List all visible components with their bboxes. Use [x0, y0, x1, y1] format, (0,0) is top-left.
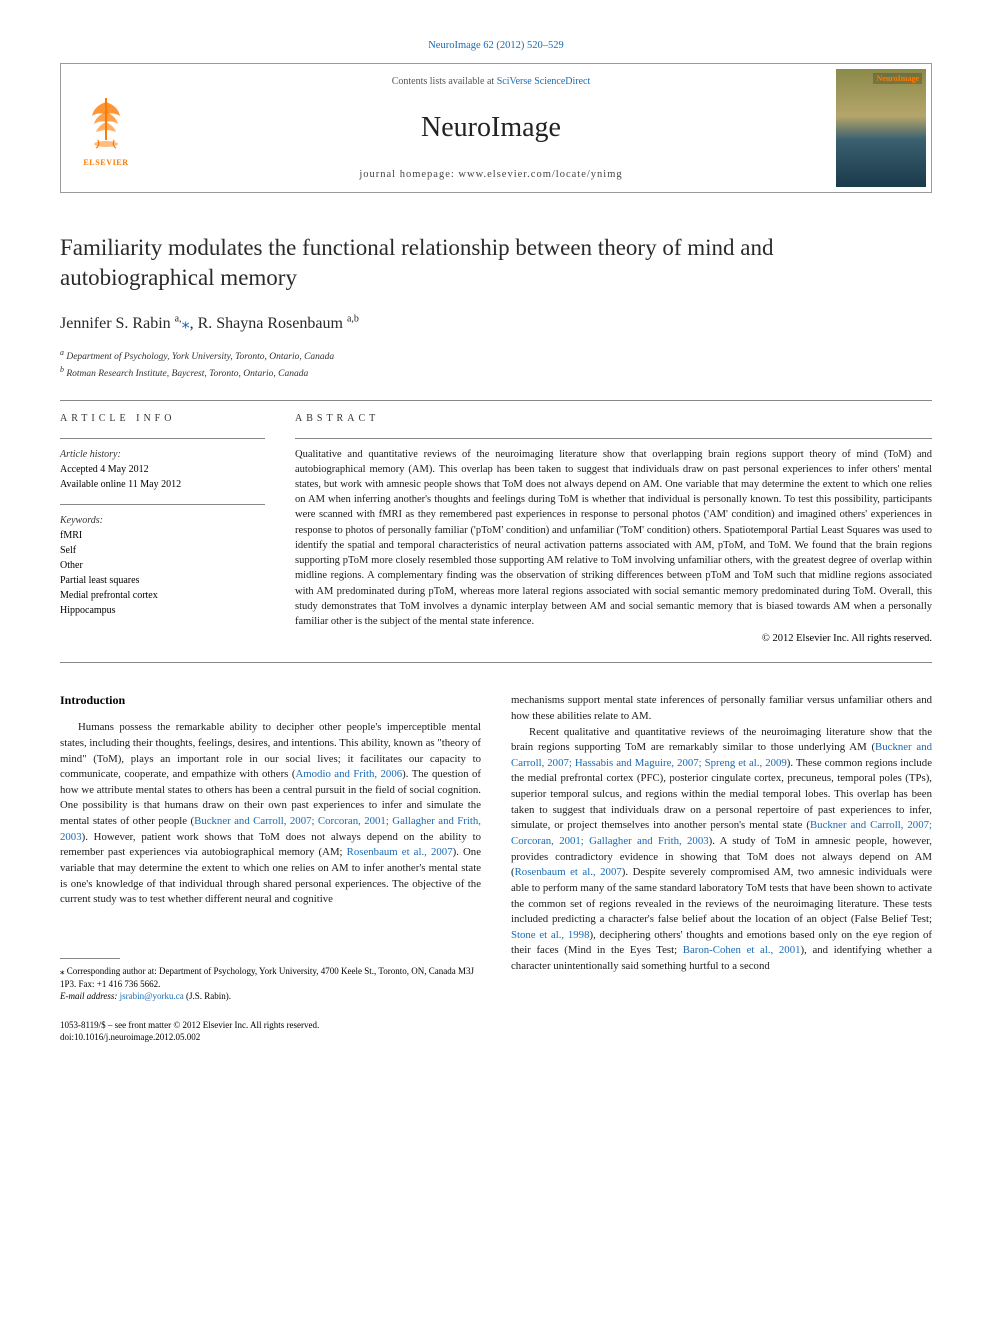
email-line: E-mail address: jsrabin@yorku.ca (J.S. R…	[60, 990, 481, 1003]
sciencedirect-link[interactable]: SciVerse ScienceDirect	[497, 76, 591, 87]
top-citation-link[interactable]: NeuroImage 62 (2012) 520–529	[60, 40, 932, 51]
journal-title: NeuroImage	[151, 112, 831, 144]
keyword: Hippocampus	[60, 603, 265, 618]
abstract-copyright: © 2012 Elsevier Inc. All rights reserved…	[295, 633, 932, 644]
keyword: Partial least squares	[60, 573, 265, 588]
authors: Jennifer S. Rabin a,⁎, R. Shayna Rosenba…	[60, 313, 932, 333]
journal-cover: NeuroImage	[831, 64, 931, 192]
footnote-separator	[60, 958, 120, 959]
article-info-label: ARTICLE INFO	[60, 413, 265, 424]
abstract-label: ABSTRACT	[295, 413, 932, 424]
contents-line: Contents lists available at SciVerse Sci…	[151, 76, 831, 87]
issn-line: 1053-8119/$ – see front matter © 2012 El…	[60, 1019, 481, 1032]
email-name: (J.S. Rabin).	[186, 991, 231, 1001]
homepage-line: journal homepage: www.elsevier.com/locat…	[151, 169, 831, 180]
online-date: Available online 11 May 2012	[60, 477, 265, 492]
intro-col2: mechanisms support mental state inferenc…	[511, 693, 932, 975]
accepted-date: Accepted 4 May 2012	[60, 462, 265, 477]
journal-header-box: ELSEVIER Contents lists available at Sci…	[60, 63, 932, 193]
introduction-heading: Introduction	[60, 693, 481, 708]
keyword: Other	[60, 558, 265, 573]
cover-image: NeuroImage	[836, 69, 926, 187]
article-history: Article history: Accepted 4 May 2012 Ava…	[60, 447, 265, 492]
homepage-url[interactable]: www.elsevier.com/locate/ynimg	[458, 169, 622, 180]
email-address[interactable]: jsrabin@yorku.ca	[120, 991, 184, 1001]
history-label: Article history:	[60, 447, 265, 462]
keyword: Medial prefrontal cortex	[60, 588, 265, 603]
abstract-divider	[295, 438, 932, 439]
info-divider-2	[60, 504, 265, 505]
left-column: Introduction Humans possess the remarkab…	[60, 693, 481, 1044]
info-abstract-row: ARTICLE INFO Article history: Accepted 4…	[60, 413, 932, 645]
contents-prefix: Contents lists available at	[392, 76, 497, 87]
divider-top	[60, 400, 932, 401]
keywords-label: Keywords:	[60, 513, 265, 528]
right-column: mechanisms support mental state inferenc…	[511, 693, 932, 1044]
divider-bottom	[60, 662, 932, 663]
elsevier-tree-icon	[78, 90, 134, 152]
affiliation-b: b Rotman Research Institute, Baycrest, T…	[60, 364, 932, 381]
intro-paragraph-1: Humans possess the remarkable ability to…	[60, 720, 481, 908]
affiliation-a: a Department of Psychology, York Univers…	[60, 347, 932, 364]
affiliations: a Department of Psychology, York Univers…	[60, 347, 932, 382]
body-columns: Introduction Humans possess the remarkab…	[60, 693, 932, 1044]
article-info-column: ARTICLE INFO Article history: Accepted 4…	[60, 413, 265, 645]
page-container: NeuroImage 62 (2012) 520–529 ELSEVIER Co…	[0, 0, 992, 1084]
publisher-logo: ELSEVIER	[61, 64, 151, 192]
cover-label: NeuroImage	[873, 73, 922, 84]
keywords-block: Keywords: fMRI Self Other Partial least …	[60, 513, 265, 618]
info-divider-1	[60, 438, 265, 439]
article-title: Familiarity modulates the functional rel…	[60, 233, 932, 293]
keyword: fMRI	[60, 528, 265, 543]
keyword: Self	[60, 543, 265, 558]
abstract-text: Qualitative and quantitative reviews of …	[295, 447, 932, 630]
abstract-column: ABSTRACT Qualitative and quantitative re…	[295, 413, 932, 645]
corresponding-text: ⁎ Corresponding author at: Department of…	[60, 965, 481, 990]
corresponding-footnote: ⁎ Corresponding author at: Department of…	[60, 965, 481, 1003]
doi-line: doi:10.1016/j.neuroimage.2012.05.002	[60, 1031, 481, 1044]
bottom-info: 1053-8119/$ – see front matter © 2012 El…	[60, 1019, 481, 1044]
publisher-name: ELSEVIER	[83, 158, 128, 167]
email-label: E-mail address:	[60, 991, 117, 1001]
header-center: Contents lists available at SciVerse Sci…	[151, 64, 831, 192]
homepage-prefix: journal homepage:	[359, 169, 458, 180]
